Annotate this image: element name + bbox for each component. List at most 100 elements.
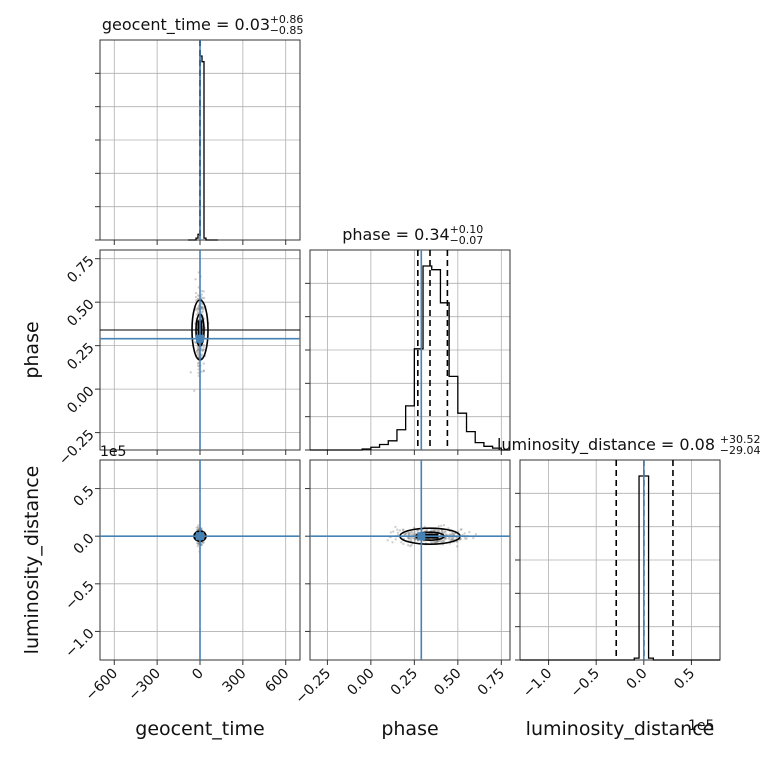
- title-minus-luminosity_distance: −29.04: [720, 444, 760, 457]
- title-minus-phase: −0.07: [450, 234, 484, 247]
- scatter-geocent_time-phase-sample: [195, 351, 199, 354]
- scatter-geocent_time-phase-sample: [202, 369, 206, 372]
- scatter-geocent_time-phase-sample: [194, 308, 197, 311]
- scatter-geocent_time-phase-sample: [197, 348, 200, 352]
- scatter-geocent_time-phase-truth-marker: [196, 334, 204, 343]
- scatter-geocent_time-phase-sample: [195, 349, 199, 353]
- scatter-geocent_time-phase-sample: [201, 311, 204, 314]
- scatter-phase-luminosity_distance-sample: [410, 533, 413, 536]
- scatter-geocent_time-luminosity_distance-truth-marker: [196, 532, 204, 541]
- scatter-geocent_time-phase-sample: [197, 371, 200, 375]
- scatter-geocent_time-phase-sample: [200, 307, 204, 311]
- scatter-phase-luminosity_distance-sample: [459, 528, 462, 531]
- scatter-phase-luminosity_distance-sample: [386, 539, 389, 542]
- scatter-phase-luminosity_distance-sample: [412, 526, 416, 529]
- scatter-phase-luminosity_distance-sample: [439, 540, 442, 543]
- scatter-geocent_time-phase-sample: [197, 307, 200, 310]
- xtick-label-phase-1: 0.00: [344, 666, 377, 699]
- scatter-phase-luminosity_distance-sample: [412, 532, 415, 535]
- scatter-phase-luminosity_distance-sample: [435, 540, 438, 543]
- scatter-phase-luminosity_distance-sample: [408, 532, 411, 535]
- scatter-phase-luminosity_distance-sample: [407, 537, 410, 540]
- offset-label-x: 1e5: [688, 718, 714, 734]
- scatter-phase-luminosity_distance-sample: [468, 530, 471, 534]
- scatter-phase-luminosity_distance-sample: [450, 533, 454, 536]
- scatter-phase-luminosity_distance-sample: [425, 529, 429, 532]
- scatter-phase-luminosity_distance-sample: [450, 538, 453, 541]
- scatter-geocent_time-phase-sample: [195, 313, 198, 316]
- scatter-geocent_time-phase-sample: [200, 289, 203, 293]
- scatter-phase-luminosity_distance-sample: [450, 537, 453, 541]
- xtick-label-phase-0: −0.25: [293, 666, 335, 708]
- xtick-label-geocent_time-0: −600: [83, 666, 122, 705]
- scatter-phase-luminosity_distance-sample: [409, 531, 412, 534]
- scatter-phase-luminosity_distance-sample: [464, 537, 467, 540]
- xlabel-phase: phase: [381, 718, 438, 740]
- scatter-phase-luminosity_distance-sample: [394, 538, 397, 541]
- scatter-geocent_time-phase-sample: [201, 349, 204, 352]
- scatter-phase-luminosity_distance-sample: [447, 537, 450, 540]
- scatter-geocent_time-phase-sample: [202, 348, 205, 352]
- scatter-phase-luminosity_distance-sample: [402, 529, 405, 532]
- ylabel-luminosity_distance: luminosity_distance: [21, 466, 43, 655]
- scatter-phase-luminosity_distance-sample: [407, 533, 410, 536]
- scatter-phase-luminosity_distance-sample: [403, 533, 406, 536]
- scatter-geocent_time-phase-sample: [202, 307, 206, 311]
- title-label-luminosity_distance: luminosity_distance = 0.08: [497, 435, 715, 455]
- scatter-phase-luminosity_distance-sample: [445, 537, 448, 540]
- scatter-geocent_time-phase-sample: [196, 294, 200, 297]
- title-minus-geocent_time: −0.85: [270, 24, 304, 37]
- scatter-phase-luminosity_distance-sample: [436, 529, 439, 532]
- scatter-geocent_time-luminosity_distance-sample: [196, 545, 199, 548]
- scatter-phase-luminosity_distance-sample: [434, 541, 437, 544]
- scatter-phase-luminosity_distance-sample: [456, 540, 459, 544]
- scatter-phase-luminosity_distance-sample: [435, 540, 439, 544]
- scatter-phase-luminosity_distance-sample: [392, 530, 395, 533]
- scatter-geocent_time-phase-sample: [196, 347, 199, 350]
- scatter-phase-luminosity_distance-sample: [435, 540, 439, 543]
- xtick-label-geocent_time-1: −300: [125, 666, 164, 705]
- scatter-phase-luminosity_distance-sample: [465, 537, 468, 540]
- ytick-label-phase-4: 0.75: [64, 253, 97, 286]
- scatter-geocent_time-phase-sample: [196, 349, 199, 352]
- xtick-label-luminosity_distance-2: 0.0: [624, 666, 651, 693]
- scatter-phase-luminosity_distance-sample: [443, 537, 447, 540]
- scatter-phase-luminosity_distance-sample: [441, 539, 444, 542]
- xtick-label-phase-2: 0.25: [388, 666, 421, 699]
- scatter-phase-luminosity_distance-sample: [443, 537, 447, 540]
- scatter-phase-luminosity_distance-sample: [417, 529, 420, 532]
- title-plus-luminosity_distance: +30.52: [720, 433, 760, 446]
- scatter-phase-luminosity_distance-frame: [309, 459, 511, 661]
- scatter-phase-luminosity_distance-sample: [437, 525, 440, 528]
- scatter-phase-luminosity_distance-sample: [451, 532, 454, 535]
- title-label-phase: phase = 0.34: [342, 225, 449, 244]
- scatter-phase-luminosity_distance-sample: [411, 536, 414, 539]
- scatter-geocent_time-phase-sample: [202, 348, 205, 351]
- scatter-geocent_time-luminosity_distance-sample: [200, 543, 204, 547]
- scatter-phase-luminosity_distance-sample: [408, 537, 411, 540]
- scatter-phase-luminosity_distance-sample: [404, 532, 408, 535]
- scatter-geocent_time-luminosity_distance-sample: [200, 527, 203, 530]
- ytick-label-luminosity_distance-3: 0.5: [71, 483, 98, 510]
- scatter-geocent_time-phase-sample: [202, 306, 205, 309]
- title-luminosity_distance: luminosity_distance = 0.08 +30.52−29.04: [497, 433, 760, 457]
- scatter-phase-luminosity_distance-sample: [396, 528, 399, 531]
- scatter-geocent_time-phase-sample: [196, 362, 200, 365]
- scatter-geocent_time-luminosity_distance-sample: [201, 541, 205, 545]
- scatter-phase-luminosity_distance-sample: [407, 533, 410, 536]
- scatter-phase-luminosity_distance-sample: [389, 531, 393, 534]
- scatter-phase-luminosity_distance-sample: [410, 543, 413, 547]
- scatter-geocent_time-phase-sample: [197, 364, 200, 368]
- scatter-phase-luminosity_distance-sample: [409, 545, 412, 548]
- scatter-phase-luminosity_distance-sample: [413, 530, 416, 533]
- scatter-phase-luminosity_distance-sample: [406, 536, 410, 539]
- scatter-phase-luminosity_distance-sample: [410, 537, 413, 540]
- xtick-label-geocent_time-3: 300: [219, 666, 249, 696]
- scatter-phase-luminosity_distance-sample: [459, 537, 462, 541]
- scatter-geocent_time-phase-sample: [197, 368, 200, 371]
- scatter-phase-luminosity_distance-sample: [391, 541, 394, 544]
- ytick-label-phase-2: 0.25: [64, 340, 97, 373]
- scatter-geocent_time-phase-sample: [197, 348, 200, 351]
- scatter-phase-luminosity_distance-sample: [443, 530, 446, 533]
- scatter-phase-luminosity_distance-sample: [460, 528, 463, 531]
